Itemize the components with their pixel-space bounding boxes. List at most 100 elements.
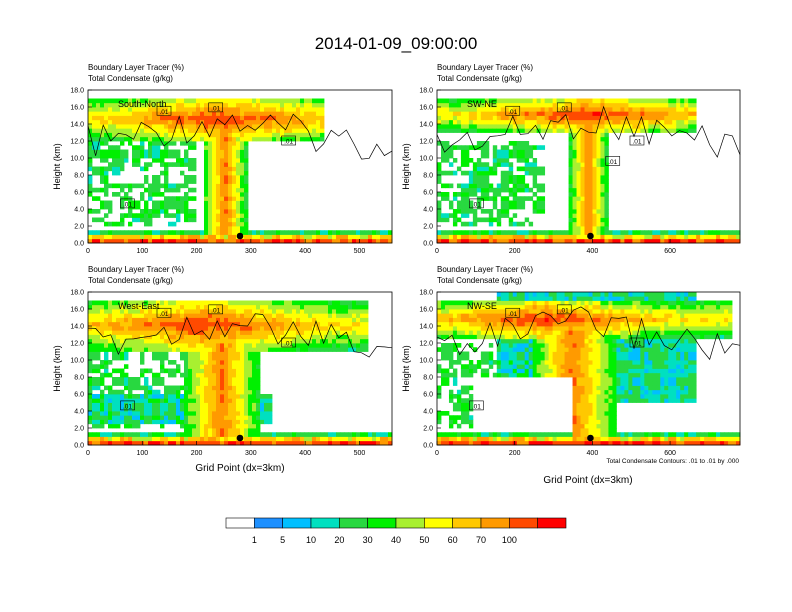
heatmap-cell bbox=[236, 321, 241, 327]
heatmap-cell bbox=[208, 145, 213, 150]
heatmap-cell bbox=[240, 124, 245, 129]
heatmap-cell bbox=[176, 204, 181, 210]
heatmap-cell bbox=[256, 394, 261, 399]
heatmap-cell bbox=[620, 98, 625, 104]
heatmap-cell bbox=[96, 419, 101, 425]
heatmap-cell bbox=[100, 170, 105, 176]
heatmap-cell bbox=[460, 200, 466, 206]
heatmap-cell bbox=[232, 360, 237, 365]
heatmap-cell bbox=[160, 411, 165, 416]
x-tick-label: 400 bbox=[299, 248, 311, 255]
heatmap-cell bbox=[452, 317, 458, 323]
heatmap-cell bbox=[200, 381, 205, 386]
heatmap-cell bbox=[524, 111, 530, 116]
heatmap-cell bbox=[540, 102, 546, 108]
heatmap-cell bbox=[200, 98, 205, 104]
heatmap-cell bbox=[340, 300, 345, 306]
heatmap-cell bbox=[108, 153, 113, 159]
heatmap-cell bbox=[488, 351, 494, 357]
heatmap-cell bbox=[568, 170, 573, 176]
heatmap-cell bbox=[220, 238, 225, 244]
heatmap-cell bbox=[532, 170, 538, 176]
heatmap-cell bbox=[184, 368, 189, 374]
heatmap-cell bbox=[264, 343, 269, 348]
heatmap-cell bbox=[216, 107, 221, 112]
heatmap-cell bbox=[584, 136, 589, 142]
heatmap-cell bbox=[284, 102, 289, 108]
heatmap-cell bbox=[504, 440, 510, 446]
heatmap-cell bbox=[92, 132, 97, 138]
heatmap-cell bbox=[304, 309, 309, 314]
heatmap-cell bbox=[437, 166, 442, 172]
heatmap-cell bbox=[196, 415, 201, 420]
heatmap-cell bbox=[440, 98, 446, 104]
heatmap-cell bbox=[240, 389, 245, 395]
heatmap-cell bbox=[212, 175, 217, 180]
heatmap-cell bbox=[584, 204, 589, 210]
heatmap-cell bbox=[236, 364, 241, 369]
heatmap-cell bbox=[340, 440, 345, 446]
heatmap-cell bbox=[536, 119, 542, 125]
heatmap-cell bbox=[224, 234, 229, 240]
heatmap-cell bbox=[576, 107, 581, 112]
heatmap-cell bbox=[437, 326, 442, 331]
heatmap-cell bbox=[244, 98, 249, 104]
heatmap-cell bbox=[320, 440, 325, 446]
heatmap-cell bbox=[556, 128, 561, 133]
heatmap-cell bbox=[92, 209, 97, 214]
heatmap-cell bbox=[284, 132, 289, 138]
heatmap-cell bbox=[584, 153, 589, 159]
heatmap-cell bbox=[236, 170, 241, 176]
heatmap-cell bbox=[160, 102, 165, 108]
heatmap-cell bbox=[132, 200, 137, 206]
heatmap-cell bbox=[236, 124, 241, 129]
heatmap-cell bbox=[456, 119, 462, 125]
heatmap-cell bbox=[240, 330, 245, 335]
heatmap-cell bbox=[184, 230, 189, 235]
heatmap-cell bbox=[204, 398, 209, 403]
heatmap-cell bbox=[588, 115, 593, 121]
heatmap-cell bbox=[228, 406, 233, 412]
heatmap-cell bbox=[320, 230, 325, 235]
heatmap-cell bbox=[344, 334, 349, 340]
heatmap-cell bbox=[236, 132, 241, 138]
heatmap-cell bbox=[156, 124, 161, 129]
heatmap-cell bbox=[228, 321, 233, 327]
heatmap-cell bbox=[552, 107, 558, 112]
heatmap-cell bbox=[112, 149, 117, 155]
heatmap-cell bbox=[692, 111, 697, 116]
heatmap-cell bbox=[516, 149, 522, 155]
heatmap-cell bbox=[92, 217, 97, 223]
heatmap-cell bbox=[244, 141, 249, 146]
heatmap-cell bbox=[140, 309, 145, 314]
heatmap-cell bbox=[256, 136, 261, 142]
heatmap-cell bbox=[296, 119, 301, 125]
heatmap-cell bbox=[284, 115, 289, 121]
heatmap-cell bbox=[172, 317, 177, 323]
heatmap-cell bbox=[496, 234, 502, 240]
heatmap-cell bbox=[148, 141, 153, 146]
heatmap-cell bbox=[488, 343, 494, 348]
heatmap-cell bbox=[188, 309, 193, 314]
heatmap-cell bbox=[484, 170, 490, 176]
heatmap-cell bbox=[220, 313, 225, 318]
heatmap-cell bbox=[120, 415, 125, 420]
heatmap-cell bbox=[208, 300, 213, 306]
heatmap-cell bbox=[560, 234, 565, 240]
heatmap-cell bbox=[268, 102, 273, 108]
heatmap-cell bbox=[184, 364, 189, 369]
heatmap-cell bbox=[172, 124, 177, 129]
heatmap-cell bbox=[500, 183, 506, 189]
heatmap-cell bbox=[456, 204, 462, 210]
heatmap-cell bbox=[437, 175, 442, 180]
heatmap-cell bbox=[524, 119, 530, 125]
heatmap-cell bbox=[140, 115, 145, 121]
heatmap-cell bbox=[272, 234, 277, 240]
x-tick-label: 500 bbox=[354, 450, 366, 457]
heatmap-cell bbox=[192, 440, 197, 446]
heatmap-cell bbox=[236, 175, 241, 180]
heatmap-cell bbox=[288, 300, 293, 306]
heatmap-cell bbox=[116, 334, 121, 340]
heatmap-cell bbox=[212, 141, 217, 146]
heatmap-cell bbox=[232, 213, 237, 218]
